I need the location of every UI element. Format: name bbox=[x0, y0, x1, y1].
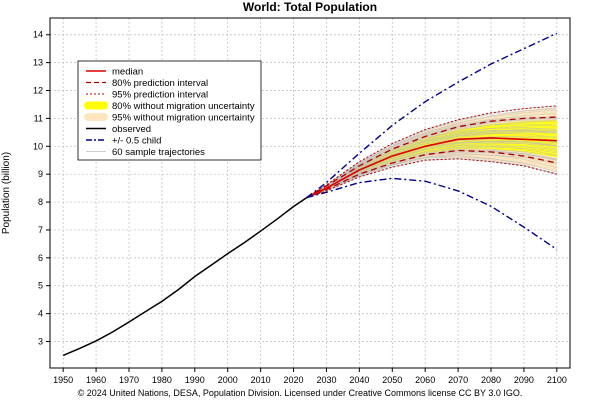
x-tick-label: 1980 bbox=[152, 375, 172, 385]
legend-item: 95% without migration uncertainty bbox=[84, 113, 255, 124]
y-tick-label: 7 bbox=[38, 225, 43, 235]
y-tick-label: 10 bbox=[33, 141, 43, 151]
y-tick-label: 3 bbox=[38, 337, 43, 347]
legend-item: 80% without migration uncertainty bbox=[84, 101, 255, 112]
legend-item: median bbox=[86, 67, 143, 78]
y-axis-label: Population (billion) bbox=[1, 152, 12, 234]
x-tick-label: 2060 bbox=[415, 375, 435, 385]
legend-label: observed bbox=[112, 124, 151, 135]
y-tick-label: 12 bbox=[33, 86, 43, 96]
legend-swatch bbox=[84, 101, 108, 110]
legend-label: 95% without migration uncertainty bbox=[112, 113, 255, 124]
x-tick-label: 2020 bbox=[284, 375, 304, 385]
band-80-without-migration bbox=[306, 119, 557, 198]
sample-trajectory bbox=[306, 147, 557, 198]
pi95-lower-line bbox=[306, 158, 557, 199]
x-tick-label: 2000 bbox=[218, 375, 238, 385]
x-tick-label: 2050 bbox=[382, 375, 402, 385]
y-tick-label: 14 bbox=[33, 30, 43, 40]
minus-half-child-line bbox=[306, 177, 558, 251]
x-tick-label: 1950 bbox=[53, 375, 73, 385]
pi95-upper-line bbox=[306, 105, 557, 199]
legend-item: 80% prediction interval bbox=[86, 78, 208, 89]
plot-frame bbox=[49, 17, 571, 369]
y-tick-label: 8 bbox=[38, 197, 43, 207]
footer-credit: © 2024 United Nations, DESA, Population … bbox=[78, 388, 523, 398]
y-tick-label: 4 bbox=[38, 309, 43, 319]
legend-label: 80% prediction interval bbox=[112, 78, 208, 89]
x-tick-label: 2100 bbox=[547, 375, 567, 385]
sample-trajectory bbox=[306, 133, 557, 198]
median-line bbox=[306, 137, 557, 199]
y-tick-label: 13 bbox=[33, 58, 43, 68]
sample-trajectory bbox=[306, 155, 557, 198]
x-tick-label: 1960 bbox=[86, 375, 106, 385]
x-tick-label: 2070 bbox=[448, 375, 468, 385]
legend-label: median bbox=[112, 67, 143, 78]
x-tick-label: 2010 bbox=[251, 375, 271, 385]
legend-box bbox=[77, 60, 262, 161]
x-tick-label: 2090 bbox=[514, 375, 534, 385]
axis-ticks: 1950 1960 1970 1980 1990 2000 2010 2020 2030 2040… bbox=[33, 30, 567, 385]
legend-item: +/- 0.5 child bbox=[86, 136, 161, 147]
legend-item: 60 sample trajectories bbox=[86, 147, 205, 158]
legend-label: 95% prediction interval bbox=[112, 90, 208, 101]
x-tick-label: 2040 bbox=[349, 375, 369, 385]
observed-line bbox=[62, 196, 308, 357]
y-tick-label: 5 bbox=[38, 281, 43, 291]
y-tick-label: 11 bbox=[34, 113, 43, 123]
legend-swatch bbox=[84, 113, 108, 121]
series-lines bbox=[62, 32, 558, 357]
x-tick-label: 1970 bbox=[119, 375, 139, 385]
plus-half-child-line bbox=[306, 32, 558, 199]
sample-trajectory bbox=[306, 149, 557, 198]
pi80-lower-line bbox=[306, 149, 557, 199]
legend-item: observed bbox=[86, 124, 151, 135]
x-tick-label: 2030 bbox=[316, 375, 336, 385]
y-tick-label: 9 bbox=[38, 169, 43, 179]
legend-item: 95% prediction interval bbox=[86, 90, 208, 101]
x-tick-label: 2080 bbox=[481, 375, 501, 385]
pi80-upper-line bbox=[306, 116, 557, 199]
x-tick-label: 1990 bbox=[185, 375, 205, 385]
legend-label: +/- 0.5 child bbox=[112, 136, 161, 147]
y-tick-label: 6 bbox=[38, 253, 43, 263]
interval-bands bbox=[306, 107, 557, 198]
legend-label: 80% without migration uncertainty bbox=[112, 101, 255, 112]
legend-label: 60 sample trajectories bbox=[112, 147, 205, 158]
chart-title: World: Total Population bbox=[243, 0, 377, 14]
